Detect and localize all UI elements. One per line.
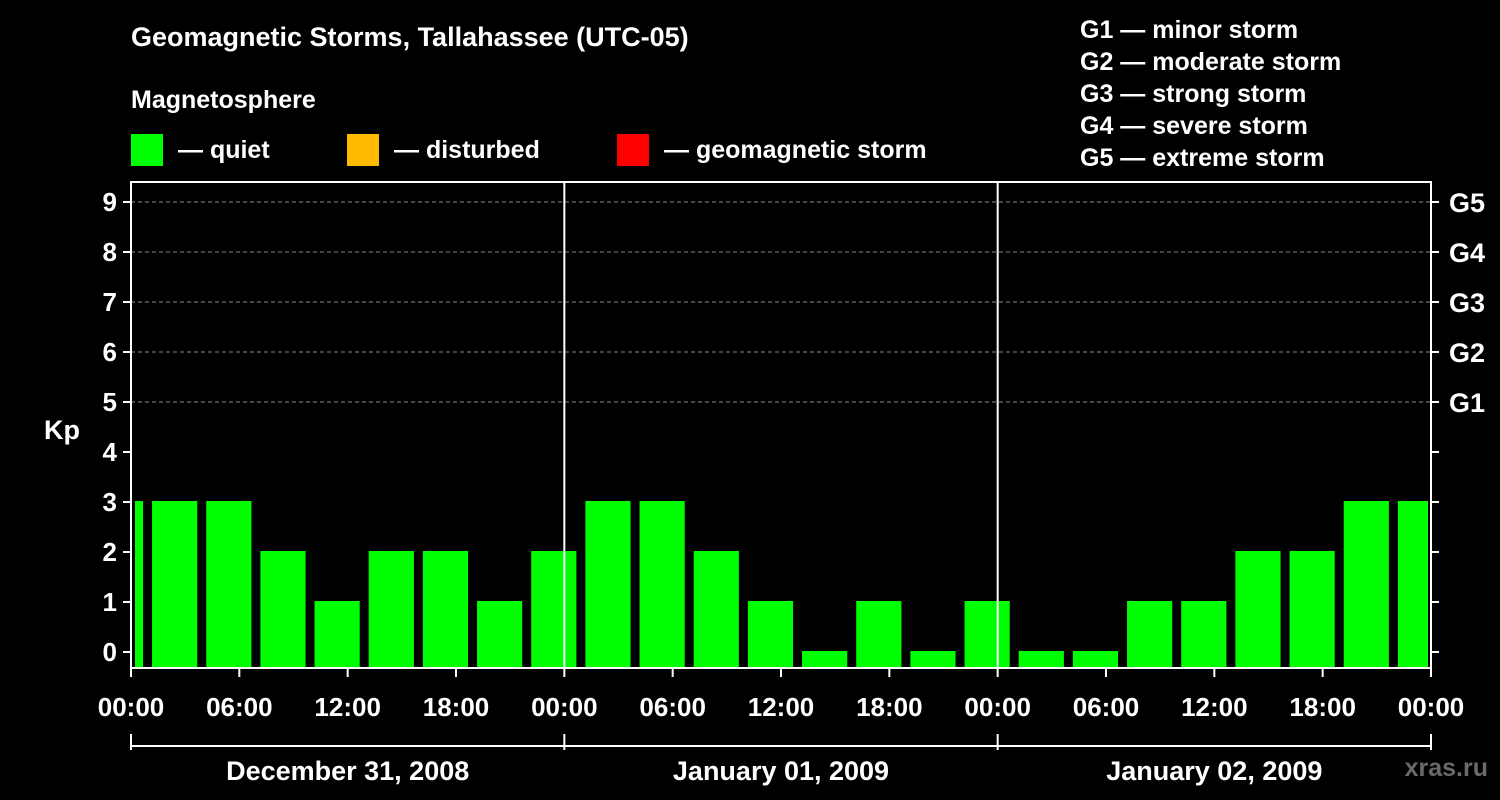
x-tick-label-3: 18:00: [423, 692, 490, 722]
kp-bar-8: [531, 551, 577, 668]
x-tick-label-6: 12:00: [748, 692, 815, 722]
kp-bar-13: [802, 651, 848, 668]
x-tick-label-5: 06:00: [639, 692, 706, 722]
x-tick-label-1: 06:00: [206, 692, 273, 722]
kp-bar-12: [747, 601, 794, 668]
kp-bar-4: [314, 601, 360, 668]
legend-label-disturbed: — disturbed: [394, 135, 540, 164]
legend-swatch-storm: [617, 134, 649, 166]
right-tick-label-g4: G4: [1449, 238, 1485, 268]
y-tick-label-8: 8: [103, 237, 117, 267]
storm-level-g3: G3 — strong storm: [1080, 80, 1307, 108]
kp-bar-1: [152, 501, 198, 668]
x-tick-label-11: 18:00: [1289, 692, 1356, 722]
kp-bar-17: [1018, 651, 1064, 668]
storm-level-g2: G2 — moderate storm: [1080, 48, 1342, 76]
x-tick-label-4: 00:00: [531, 692, 598, 722]
kp-bar-21: [1235, 551, 1281, 668]
right-tick-label-g3: G3: [1449, 288, 1485, 318]
right-tick-label-g2: G2: [1449, 338, 1485, 368]
y-tick-label-1: 1: [103, 587, 117, 617]
kp-bar-20: [1181, 601, 1227, 668]
legend-disturbed: — disturbed: [347, 133, 540, 167]
kp-bar-18: [1072, 651, 1119, 668]
storm-level-list: G1 — minor storm G2 — moderate storm G3 …: [1080, 14, 1341, 174]
kp-bar-19: [1127, 601, 1173, 668]
right-tick-label-g5: G5: [1449, 188, 1485, 218]
x-tick-label-7: 18:00: [856, 692, 923, 722]
kp-bar-11: [693, 551, 739, 668]
y-axis-label: Kp: [44, 415, 80, 445]
kp-bar-24: [1397, 501, 1428, 668]
kp-bar-23: [1343, 501, 1389, 668]
right-tick-label-g1: G1: [1449, 388, 1485, 418]
legend-swatch-disturbed: [347, 134, 379, 166]
x-tick-label-2: 12:00: [314, 692, 381, 722]
kp-bar-6: [422, 551, 469, 668]
legend-label-storm: — geomagnetic storm: [664, 135, 927, 164]
y-tick-label-2: 2: [103, 537, 117, 567]
kp-bar-3: [260, 551, 306, 668]
legend-storm: — geomagnetic storm: [617, 133, 927, 167]
kp-bar-16: [964, 601, 1010, 668]
legend-label-quiet: — quiet: [178, 135, 270, 164]
y-tick-label-7: 7: [103, 287, 117, 317]
kp-bar-14: [856, 601, 902, 668]
kp-bar-22: [1289, 551, 1335, 668]
legend-quiet: — quiet: [131, 133, 270, 167]
kp-bar-5: [368, 551, 414, 668]
x-tick-label-12: 00:00: [1398, 692, 1465, 722]
kp-bar-2: [206, 501, 252, 668]
y-tick-label-4: 4: [103, 437, 118, 467]
y-tick-label-0: 0: [103, 637, 117, 667]
day-label-1: January 01, 2009: [673, 756, 889, 786]
x-tick-label-0: 00:00: [98, 692, 165, 722]
storm-level-g5: G5 — extreme storm: [1080, 144, 1325, 172]
chart-title: Geomagnetic Storms, Tallahassee (UTC-05): [131, 22, 689, 52]
x-tick-label-9: 06:00: [1073, 692, 1140, 722]
y-tick-label-3: 3: [103, 487, 117, 517]
day-label-2: January 02, 2009: [1106, 756, 1322, 786]
storm-level-g1: G1 — minor storm: [1080, 16, 1299, 44]
y-tick-label-6: 6: [103, 337, 117, 367]
kp-bar-7: [477, 601, 523, 668]
x-tick-label-8: 00:00: [964, 692, 1031, 722]
day-label-0: December 31, 2008: [226, 756, 469, 786]
kp-bar-9: [585, 501, 631, 668]
watermark: xras.ru: [1404, 754, 1488, 782]
x-tick-label-10: 12:00: [1181, 692, 1248, 722]
storm-level-g4: G4 — severe storm: [1080, 112, 1308, 140]
kp-bar-0: [135, 501, 144, 668]
legend-swatch-quiet: [131, 134, 163, 166]
kp-bar-15: [910, 651, 956, 668]
chart-subtitle: Magnetosphere: [131, 86, 316, 114]
kp-bar-10: [639, 501, 685, 668]
y-tick-label-9: 9: [103, 187, 117, 217]
y-tick-label-5: 5: [103, 387, 117, 417]
